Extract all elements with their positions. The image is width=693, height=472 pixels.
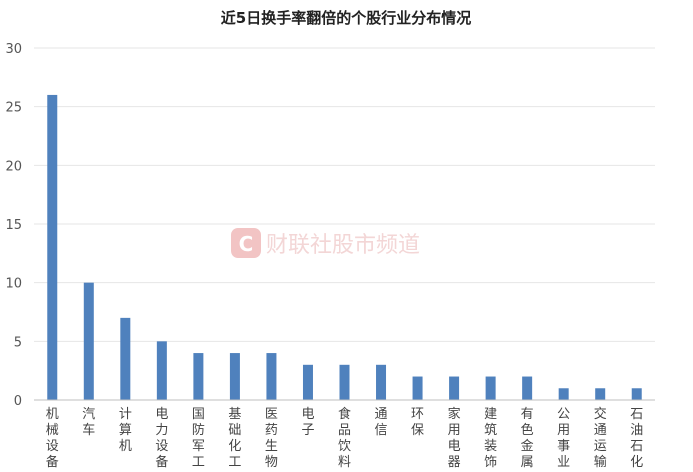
watermark-text: 财联社股市频道 [266, 233, 420, 258]
bar [449, 376, 460, 400]
x-tick-label: 机械设备 [46, 407, 59, 470]
bar [47, 94, 58, 400]
bar [522, 376, 533, 400]
x-tick-label: 家用电器 [448, 406, 461, 470]
bar [412, 376, 423, 400]
watermark: C 财联社股市频道 [231, 228, 420, 258]
y-tick-label: 25 [5, 101, 22, 116]
x-tick-label: 汽车 [82, 407, 95, 438]
bar [193, 353, 204, 400]
x-tick-label: 医药生物 [265, 407, 278, 470]
y-tick-label: 30 [5, 42, 22, 57]
bar [266, 353, 277, 400]
bar [229, 353, 240, 400]
x-tick-label: 交通运输 [594, 406, 607, 470]
watermark-logo-icon [231, 228, 261, 258]
bar [156, 341, 167, 400]
bar [120, 317, 131, 400]
gridlines [34, 47, 655, 342]
chart-title: 近5日换手率翻倍的个股行业分布情况 [221, 9, 471, 27]
x-tick-label: 国防军工 [192, 407, 205, 470]
bar [631, 388, 642, 400]
y-axis-ticks: 0 5 10 15 20 25 30 [5, 42, 22, 409]
bar [595, 388, 606, 400]
bar [302, 364, 313, 400]
bar [83, 282, 94, 400]
x-tick-label: 建筑装饰 [484, 407, 497, 470]
bars [47, 94, 642, 400]
x-tick-label: 电子 [301, 407, 314, 438]
x-tick-label: 公用事业 [557, 407, 570, 470]
y-tick-label: 5 [14, 335, 22, 350]
y-tick-label: 20 [5, 159, 22, 174]
x-tick-label: 有色金属 [521, 407, 534, 470]
x-tick-label: 环保 [411, 407, 424, 438]
bar [339, 364, 350, 400]
x-tick-label: 计算机 [119, 407, 132, 454]
x-tick-label: 食品饮料 [338, 406, 351, 470]
x-tick-label: 通信 [375, 407, 388, 438]
x-tick-label: 石油石化 [630, 407, 643, 470]
y-tick-label: 10 [5, 277, 22, 292]
y-tick-label: 15 [5, 218, 22, 233]
x-tick-label: 电力设备 [155, 407, 168, 470]
x-tick-label: 基础化工 [228, 407, 241, 470]
bar [485, 376, 496, 400]
bar [558, 388, 569, 400]
y-tick-label: 0 [14, 394, 22, 409]
bar [376, 364, 387, 400]
watermark-logo-letter: C [239, 232, 254, 256]
